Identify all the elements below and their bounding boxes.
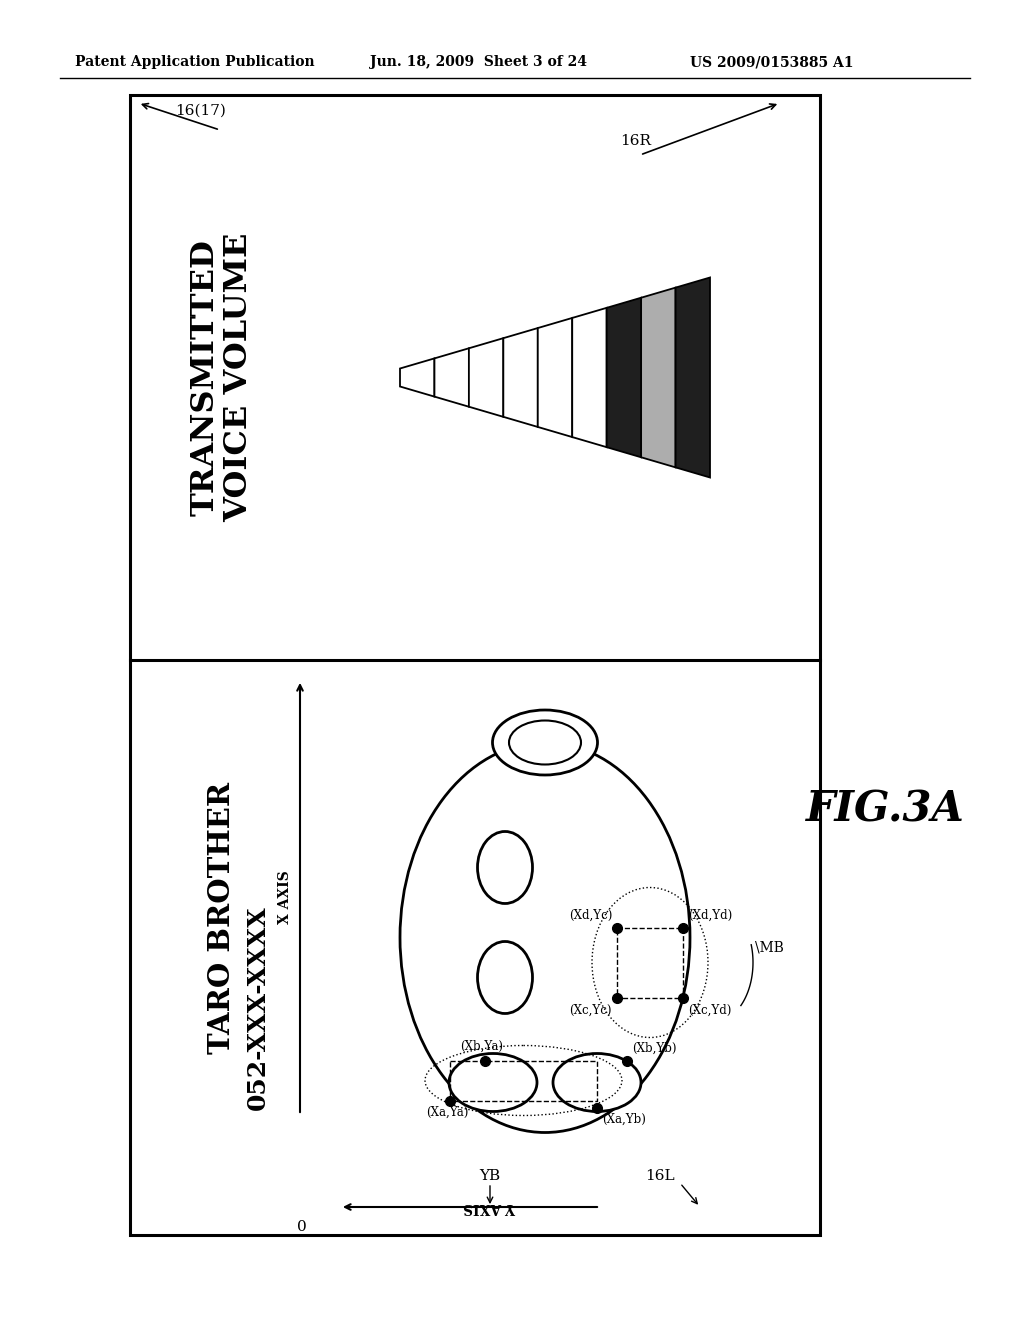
Polygon shape — [676, 277, 710, 478]
Text: (Xa,Yb): (Xa,Yb) — [602, 1113, 646, 1126]
Text: YB: YB — [479, 1170, 501, 1183]
Text: X AXIS: X AXIS — [278, 871, 292, 924]
Text: (Xb,Yb): (Xb,Yb) — [632, 1041, 677, 1055]
Text: (Xb,Ya): (Xb,Ya) — [461, 1040, 504, 1052]
Ellipse shape — [553, 1053, 641, 1111]
Ellipse shape — [477, 941, 532, 1014]
Polygon shape — [469, 338, 504, 417]
Ellipse shape — [509, 721, 581, 764]
Polygon shape — [641, 288, 676, 467]
Text: 052-XXX-XXXX: 052-XXX-XXXX — [246, 906, 270, 1110]
Bar — [130, 95, 820, 1236]
Text: Patent Application Publication: Patent Application Publication — [75, 55, 314, 69]
Text: (Xd,Yd): (Xd,Yd) — [688, 908, 732, 921]
Polygon shape — [400, 359, 434, 396]
Text: Jun. 18, 2009  Sheet 3 of 24: Jun. 18, 2009 Sheet 3 of 24 — [370, 55, 587, 69]
Polygon shape — [504, 329, 538, 426]
Text: (Xa,Ya): (Xa,Ya) — [426, 1106, 468, 1118]
Ellipse shape — [477, 832, 532, 903]
Polygon shape — [434, 348, 469, 407]
Ellipse shape — [449, 1053, 537, 1111]
Text: 0: 0 — [297, 1220, 307, 1234]
Text: 16R: 16R — [620, 135, 651, 148]
Polygon shape — [538, 318, 572, 437]
Text: FIG.3A: FIG.3A — [806, 789, 965, 832]
Polygon shape — [572, 308, 606, 447]
Text: 16(17): 16(17) — [175, 104, 226, 117]
Text: (Xc,Yc): (Xc,Yc) — [569, 1003, 612, 1016]
Text: \MB: \MB — [755, 940, 784, 954]
Text: TARO BROTHER: TARO BROTHER — [208, 781, 237, 1053]
Polygon shape — [606, 298, 641, 457]
Text: (Xd,Yc): (Xd,Yc) — [568, 908, 612, 921]
Ellipse shape — [493, 710, 597, 775]
Text: 16L: 16L — [645, 1170, 675, 1183]
Ellipse shape — [400, 742, 690, 1133]
Text: TRANSMITTED
VOICE VOLUME: TRANSMITTED VOICE VOLUME — [189, 232, 254, 523]
Text: US 2009/0153885 A1: US 2009/0153885 A1 — [690, 55, 853, 69]
Text: Y AXIS: Y AXIS — [464, 1200, 516, 1214]
Text: (Xc,Yd): (Xc,Yd) — [688, 1003, 731, 1016]
